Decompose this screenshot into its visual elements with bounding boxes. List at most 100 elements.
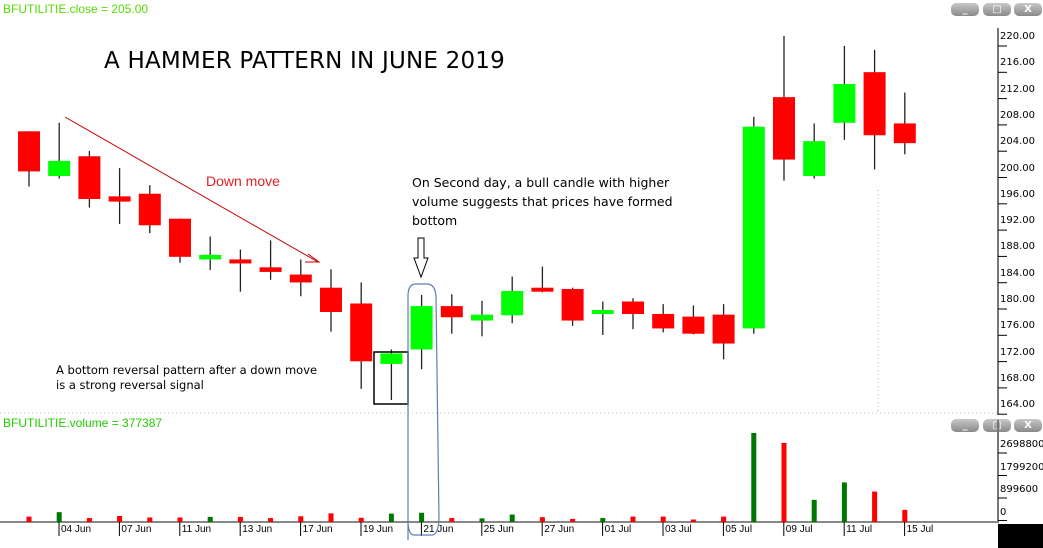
bear-candle <box>78 156 101 199</box>
bear-candle <box>893 123 916 144</box>
bull-candle <box>501 290 524 316</box>
volume-bar <box>902 509 908 522</box>
volume-bar <box>147 517 153 522</box>
x-date-label: 11 Jun <box>181 524 212 535</box>
volume-bar <box>86 518 92 522</box>
volume-bar <box>509 514 515 522</box>
bear-candle <box>712 314 735 344</box>
bear-candle <box>320 287 342 313</box>
y-tick-label: 200.00 <box>1000 162 1035 174</box>
y-tick-label: 216.00 <box>1000 57 1035 69</box>
bull-candle <box>199 254 222 260</box>
trend-arrow-line <box>64 116 319 263</box>
y-tick-label: 212.00 <box>1000 83 1035 95</box>
bull-candle <box>380 353 403 364</box>
volume-bar <box>117 515 123 522</box>
axis-corner <box>998 524 1043 548</box>
y-tick-label: 220.00 <box>1000 31 1035 42</box>
volume-minimize-button[interactable]: _ <box>951 419 979 432</box>
y-tick-label: 192.00 <box>1000 215 1035 227</box>
x-date-label: 03 Jul <box>665 524 692 535</box>
bull-candle <box>410 306 433 350</box>
volume-bar <box>872 491 878 522</box>
minimize-button[interactable]: _ <box>951 3 979 16</box>
volume-bar <box>479 518 485 522</box>
x-date-label: 21 Jun <box>423 524 454 535</box>
down-arrow-icon <box>413 237 429 279</box>
volume-bar <box>177 517 183 522</box>
bear-candle <box>863 72 886 136</box>
bull-candle <box>742 126 765 329</box>
bull-note-line-1: On Second day, a bull candle with higher <box>412 175 670 190</box>
reversal-note: A bottom reversal pattern after a down m… <box>56 363 317 393</box>
down-move-label: Down move <box>206 173 280 189</box>
bear-candle <box>350 303 373 362</box>
bull-candle <box>471 314 493 321</box>
y-tick-label: 196.00 <box>1000 188 1035 200</box>
volume-bar <box>570 518 576 522</box>
volume-bar <box>781 443 787 522</box>
trend-arrowhead-icon <box>305 253 321 263</box>
volume-series-label: BFUTILITIE.volume = 377387 <box>3 416 163 430</box>
x-date-label: 25 Jun <box>483 524 514 535</box>
reversal-note-line-1: A bottom reversal pattern after a down m… <box>56 363 318 377</box>
y-tick-label: 180.00 <box>1000 294 1035 305</box>
bear-candle <box>169 218 191 257</box>
volume-bar <box>207 516 213 522</box>
volume-tick-label: 1799200 <box>1000 461 1043 473</box>
bear-candle <box>259 267 282 272</box>
volume-bar <box>660 516 666 522</box>
volume-bar <box>328 513 334 522</box>
y-tick-label: 188.00 <box>1000 241 1035 253</box>
bear-candle <box>561 289 584 321</box>
bear-candle <box>531 287 554 292</box>
y-tick-label: 208.00 <box>1000 109 1035 121</box>
volume-bar <box>751 433 757 522</box>
volume-bar <box>419 512 425 522</box>
reversal-note-line-2: is a strong reversal signal <box>56 378 204 392</box>
bull-candle <box>803 141 826 176</box>
y-tick-label: 164.00 <box>1000 399 1035 411</box>
volume-tick-label: 0 <box>1000 506 1007 518</box>
volume-bar <box>841 482 847 522</box>
volume-bar <box>237 516 243 522</box>
bull-note-line-3: bottom <box>412 213 458 228</box>
volume-bar <box>630 516 636 522</box>
x-date-label: 01 Jul <box>604 524 632 535</box>
y-tick-label: 204.00 <box>1000 136 1035 148</box>
x-date-label: 27 Jun <box>544 524 575 535</box>
bear-candle <box>682 316 705 334</box>
bull-candle <box>591 310 614 315</box>
close-button[interactable]: X <box>1014 3 1042 16</box>
x-date-label: 05 Jul <box>725 524 753 535</box>
x-date-label: 04 Jun <box>61 524 92 535</box>
volume-tick-label: 899600 <box>1000 484 1039 495</box>
bull-highlight-oval <box>407 283 440 540</box>
volume-bar <box>56 512 62 522</box>
bear-candle <box>18 131 40 172</box>
x-date-label: 09 Jul <box>785 524 813 535</box>
volume-bar <box>26 516 32 522</box>
y-tick-label: 184.00 <box>1000 267 1035 279</box>
volume-bar <box>268 518 274 522</box>
bear-candle <box>289 274 312 283</box>
maximize-button[interactable]: □ <box>983 3 1011 16</box>
volume-bar <box>298 516 304 522</box>
bear-candle <box>652 313 675 329</box>
volume-bar <box>358 517 364 522</box>
volume-bar <box>388 513 394 522</box>
bull-note-line-2: volume suggests that prices have formed <box>412 194 673 209</box>
bear-candle <box>108 196 131 202</box>
x-date-label: 17 Jun <box>302 524 333 535</box>
bear-candle <box>440 306 463 318</box>
volume-close-button[interactable]: X <box>1014 419 1042 432</box>
y-tick-label: 168.00 <box>1000 372 1035 384</box>
price-series-label: BFUTILITIE.close = 205.00 <box>3 2 149 16</box>
volume-bar <box>539 517 545 522</box>
y-tick-label: 176.00 <box>1000 320 1035 332</box>
volume-bar <box>721 516 727 522</box>
bear-candle <box>229 259 252 264</box>
volume-bar <box>449 518 455 522</box>
x-date-label: 15 Jul <box>906 524 934 535</box>
